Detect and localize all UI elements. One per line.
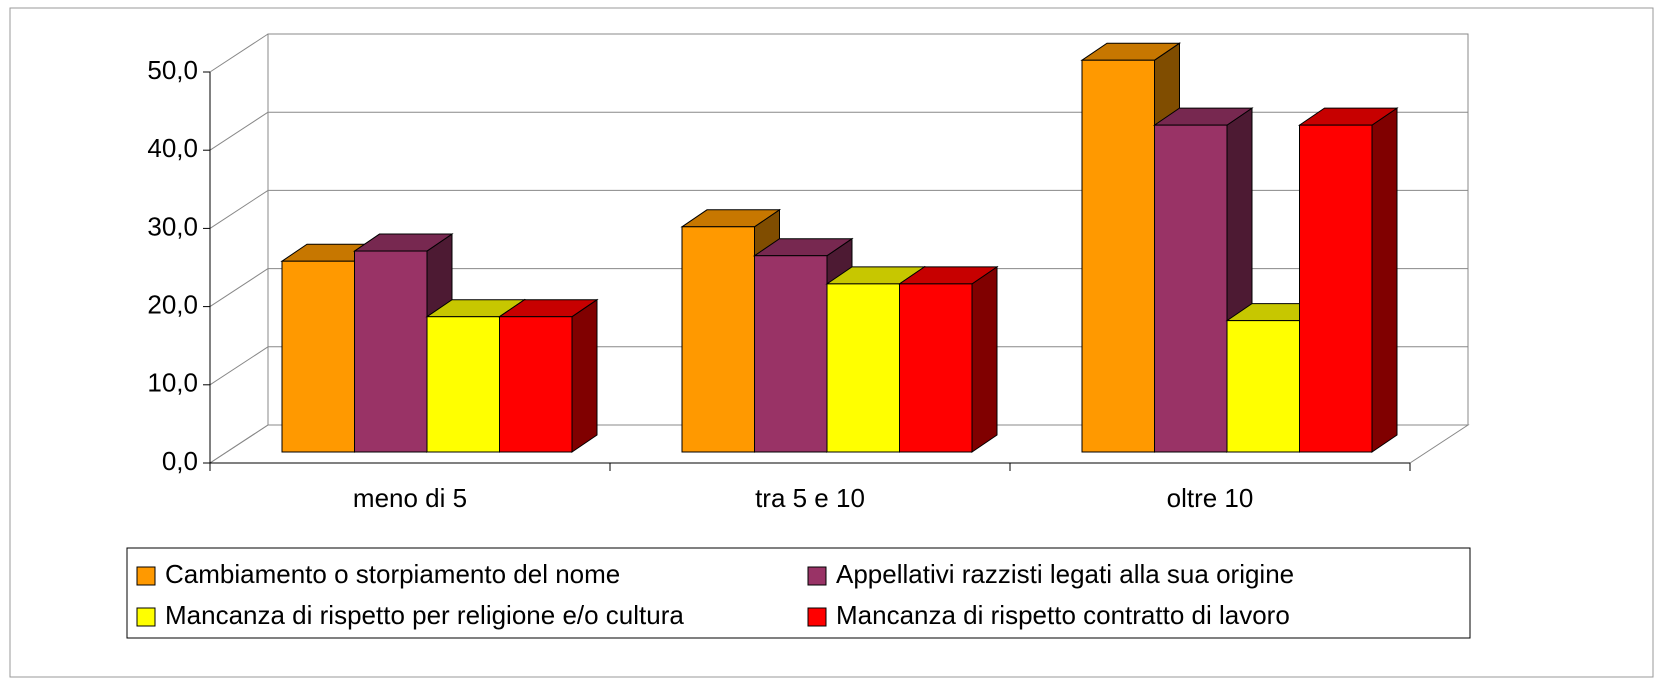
legend-swatch (807, 607, 827, 627)
bar-front (899, 283, 973, 453)
legend-swatch (807, 566, 827, 586)
y-tick-label: 20,0 (147, 289, 198, 319)
bar-front (354, 250, 428, 453)
x-tick-label: oltre 10 (1167, 483, 1254, 513)
bar-front (681, 226, 755, 453)
bar-front (426, 316, 500, 453)
grid-line (209, 33, 269, 73)
legend-box (126, 547, 1471, 639)
bar-front (499, 316, 573, 453)
bar-side (971, 265, 998, 453)
legend-swatch (136, 566, 156, 586)
y-tick-label: 10,0 (147, 368, 198, 398)
y-tick-label: 0,0 (162, 446, 198, 476)
bar-front (826, 283, 900, 453)
legend-label: Mancanza di rispetto per religione e/o c… (165, 600, 684, 630)
grid-line (209, 424, 269, 464)
y-tick-label: 50,0 (147, 55, 198, 85)
y-tick-label: 30,0 (147, 211, 198, 241)
grid-line (209, 346, 269, 386)
bar (897, 265, 999, 453)
bar-front (1299, 124, 1373, 453)
x-tick-label: tra 5 e 10 (755, 483, 865, 513)
grid-line (209, 268, 269, 308)
bar-front (754, 255, 828, 453)
y-tick-label: 40,0 (147, 133, 198, 163)
bar-side (1371, 107, 1398, 453)
legend-label: Mancanza di rispetto contratto di lavoro (836, 600, 1290, 630)
grid-line (209, 111, 269, 151)
legend-label: Appellativi razzisti legati alla sua ori… (836, 559, 1294, 589)
bar-side (571, 298, 598, 453)
x-tick-label: meno di 5 (353, 483, 467, 513)
bar (497, 298, 599, 453)
bar (1297, 107, 1399, 453)
bar-front (1081, 59, 1155, 453)
legend-label: Cambiamento o storpiamento del nome (165, 559, 620, 589)
bar-front (1226, 320, 1300, 453)
bar-front (1154, 124, 1228, 453)
legend-swatch (136, 607, 156, 627)
bar-front (281, 260, 355, 453)
grid-line (209, 189, 269, 229)
